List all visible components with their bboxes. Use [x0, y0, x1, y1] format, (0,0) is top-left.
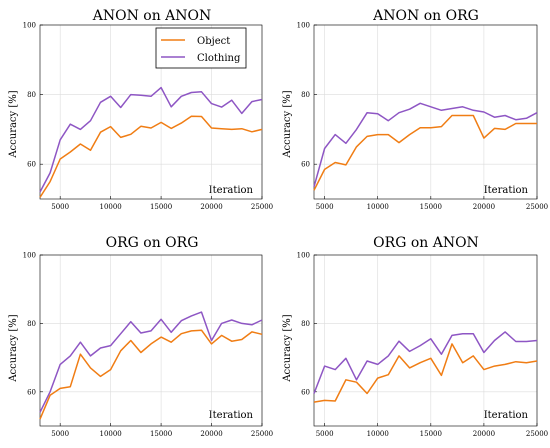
x-tick-label: 20000 — [473, 430, 495, 438]
x-tick-label: 20000 — [200, 203, 222, 211]
plot-area: 5000 10000 15000 20000 25000 60 80 100 — [297, 22, 549, 212]
x-tick-label: 10000 — [99, 203, 121, 211]
y-tick-label: 100 — [297, 252, 310, 260]
series-line-clothing — [313, 102, 538, 188]
x-tick-label: 15000 — [420, 203, 442, 211]
y-tick-label: 100 — [23, 252, 36, 260]
plot-area: 5000 10000 15000 20000 25000 60 80 100 — [23, 252, 274, 439]
x-tick-label: 5000 — [316, 203, 334, 211]
x-tick-label: 25000 — [251, 203, 273, 211]
y-tick-label: 80 — [27, 91, 36, 99]
x-tick-label: 5000 — [316, 430, 334, 438]
axes-frame — [39, 254, 263, 427]
y-tick-label: 80 — [301, 91, 310, 99]
plot-area: 5000 10000 15000 20000 25000 60 80 100 — [23, 22, 274, 212]
panel-title: ORG on ANON — [373, 235, 479, 251]
legend: Object Clothing — [155, 27, 247, 69]
series-line-object — [313, 343, 538, 403]
x-tick-label: 15000 — [420, 430, 442, 438]
x-tick-label: 15000 — [150, 203, 172, 211]
y-tick-label: 60 — [27, 388, 36, 396]
x-tick-label: 25000 — [251, 430, 273, 438]
y-axis-label: Accuracy [%] — [282, 314, 293, 382]
y-tick-label: 80 — [27, 320, 36, 328]
x-axis-label: Iteration — [484, 185, 529, 196]
y-tick-label: 100 — [23, 22, 36, 30]
series-line-clothing — [313, 331, 538, 394]
legend-label-clothing: Clothing — [197, 53, 241, 64]
y-tick-label: 60 — [301, 161, 310, 169]
series-line-clothing — [39, 86, 263, 193]
series-line-clothing — [39, 311, 263, 413]
legend-box — [155, 27, 247, 69]
x-tick-label: 10000 — [367, 203, 389, 211]
panel-title: ANON on ANON — [92, 8, 212, 24]
x-tick-label: 15000 — [150, 430, 172, 438]
panel-anon-on-anon: ANON on ANON Accuracy [%] Iteration 5000… — [8, 8, 273, 211]
y-tick-label: 60 — [27, 161, 36, 169]
x-axis-label: Iteration — [484, 410, 529, 421]
x-tick-label: 5000 — [51, 430, 69, 438]
x-axis-label: Iteration — [209, 185, 254, 196]
y-tick-label: 80 — [301, 320, 310, 328]
x-axis-label: Iteration — [209, 410, 254, 421]
x-tick-label: 20000 — [200, 430, 222, 438]
panel-org-on-anon: ORG on ANON Accuracy [%] Iteration 5000 1… — [282, 235, 548, 438]
series-line-object — [39, 115, 263, 198]
x-tick-label: 10000 — [367, 430, 389, 438]
series-line-object — [39, 329, 263, 420]
y-axis-label: Accuracy [%] — [8, 314, 19, 382]
panel-title: ORG on ORG — [106, 235, 199, 251]
y-tick-label: 60 — [301, 388, 310, 396]
x-tick-label: 25000 — [526, 430, 548, 438]
x-tick-label: 25000 — [526, 203, 548, 211]
x-tick-label: 20000 — [473, 203, 495, 211]
axes-frame — [313, 24, 538, 200]
x-tick-label: 5000 — [51, 203, 69, 211]
y-axis-label: Accuracy [%] — [282, 90, 293, 158]
axes-frame — [313, 254, 538, 427]
panel-anon-on-org: ANON on ORG Accuracy [%] Iteration 5000 1… — [282, 8, 548, 211]
series-line-object — [313, 114, 537, 191]
panel-org-on-org: ORG on ORG Accuracy [%] Iteration 5000 10… — [8, 235, 273, 438]
axes-frame — [39, 24, 263, 200]
panel-title: ANON on ORG — [372, 8, 479, 24]
x-tick-label: 10000 — [99, 430, 121, 438]
plot-area: 5000 10000 15000 20000 25000 60 80 100 — [297, 252, 549, 439]
y-tick-label: 100 — [297, 22, 310, 30]
legend-label-object: Object — [197, 36, 230, 47]
y-axis-label: Accuracy [%] — [8, 90, 19, 158]
